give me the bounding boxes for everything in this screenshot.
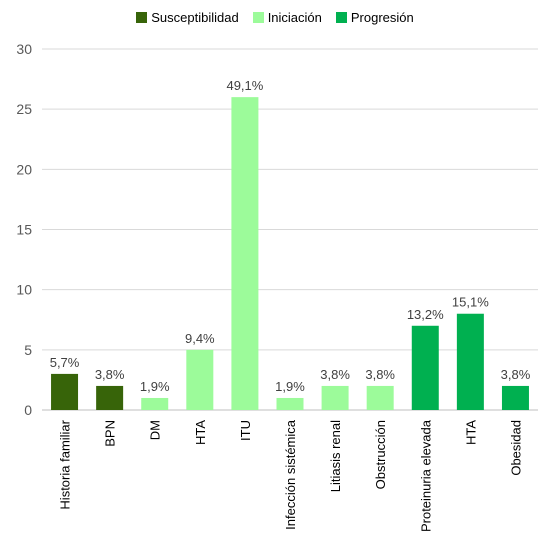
y-tick-label: 10	[16, 282, 32, 298]
y-tick-label: 15	[16, 222, 32, 238]
data-label: 15,1%	[452, 295, 489, 310]
bar	[51, 373, 79, 410]
legend-label: Progresión	[350, 10, 414, 25]
y-tick-label: 0	[24, 402, 32, 418]
data-label: 3,8%	[320, 367, 350, 382]
x-tick-label: ITU	[238, 420, 253, 441]
x-tick-label: HTA	[463, 420, 478, 445]
x-tick-label: BPN	[103, 420, 118, 447]
data-label: 9,4%	[185, 331, 215, 346]
legend-item-iniciacion: Iniciación	[252, 10, 322, 25]
data-label: 5,7%	[50, 355, 80, 370]
x-tick-label: Litiasis renal	[328, 420, 343, 492]
bar	[456, 313, 484, 410]
data-label: 3,8%	[365, 367, 395, 382]
legend-swatch	[136, 12, 148, 23]
x-tick-label: Obstrucción	[373, 420, 388, 489]
legend-item-progresion: Progresión	[335, 10, 414, 25]
legend-label: Susceptibilidad	[151, 10, 239, 25]
bar	[366, 385, 394, 410]
bar	[186, 349, 214, 410]
legend-swatch	[335, 12, 347, 23]
data-label: 1,9%	[275, 379, 305, 394]
legend-swatch	[252, 12, 264, 23]
data-label: 13,2%	[407, 307, 444, 322]
bar	[276, 397, 304, 410]
x-tick-label: Proteinuria elevada	[418, 419, 433, 532]
bar	[141, 397, 169, 410]
x-tick-label: DM	[148, 420, 163, 440]
data-label: 3,8%	[95, 367, 125, 382]
legend-label: Iniciación	[267, 10, 322, 25]
data-label: 1,9%	[140, 379, 170, 394]
legend: Susceptibilidad Iniciación Progresión	[0, 10, 550, 25]
x-tick-label: Historia familiar	[58, 419, 73, 509]
y-tick-label: 25	[16, 101, 32, 117]
bar	[321, 385, 349, 410]
bar	[501, 385, 529, 410]
data-label: 49,1%	[226, 78, 263, 93]
bar	[411, 325, 439, 410]
bar	[96, 385, 124, 410]
x-tick-label: Obesidad	[508, 420, 523, 476]
legend-item-susceptibilidad: Susceptibilidad	[136, 10, 239, 25]
y-tick-label: 30	[16, 41, 32, 57]
bar	[231, 97, 259, 410]
data-label: 3,8%	[501, 367, 531, 382]
y-tick-label: 5	[24, 342, 32, 358]
x-tick-label: Infección sistémica	[283, 419, 298, 530]
x-tick-label: HTA	[193, 420, 208, 445]
y-tick-label: 20	[16, 161, 32, 177]
